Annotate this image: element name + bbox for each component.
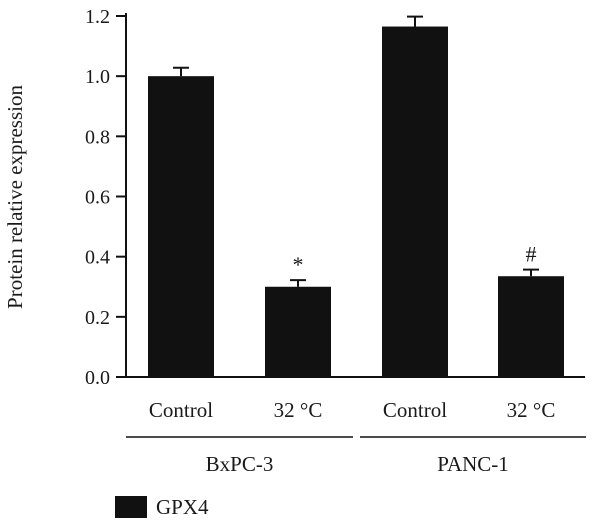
y-tick-label: 0.0 [85, 367, 110, 389]
bar [382, 26, 448, 377]
bar [265, 286, 331, 377]
y-tick-label: 0.2 [85, 307, 110, 329]
legend: GPX4 [115, 495, 209, 519]
legend-label-gpx4: GPX4 [156, 495, 209, 519]
group-label: PANC-1 [437, 452, 509, 476]
bars: * # [148, 15, 564, 378]
y-tick-label: 1.0 [85, 66, 110, 88]
group-label: BxPC-3 [206, 452, 274, 476]
x-category-label: Control [149, 398, 213, 422]
y-tick-label: 0.4 [85, 247, 110, 269]
x-category-label: Control [383, 398, 447, 422]
bar [498, 276, 564, 377]
x-category-label: 32 °C [274, 398, 323, 422]
x-category-label: 32 °C [507, 398, 556, 422]
bar [148, 76, 214, 378]
y-tick-label: 1.2 [85, 6, 110, 28]
group-labels: BxPC-3 PANC-1 [126, 436, 586, 476]
y-axis-label: Protein relative expression [3, 85, 27, 309]
y-ticks: 0.0 0.2 0.4 0.6 0.8 1.0 1.2 [85, 6, 126, 389]
legend-swatch-gpx4 [115, 496, 147, 518]
y-tick-label: 0.6 [85, 187, 110, 209]
significance-marker: * [293, 252, 304, 277]
category-labels: Control 32 °C Control 32 °C [149, 398, 555, 422]
significance-marker: # [526, 242, 537, 267]
y-tick-label: 0.8 [85, 126, 110, 148]
